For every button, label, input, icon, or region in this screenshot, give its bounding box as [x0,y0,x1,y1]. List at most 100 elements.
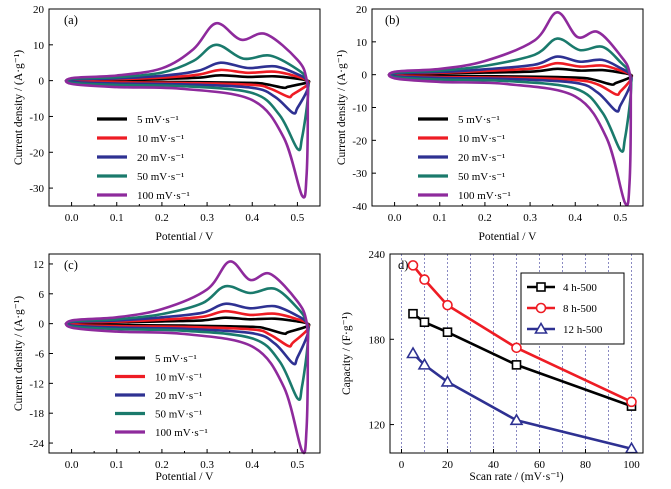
legend: 5 mV·s⁻¹ 10 mV·s⁻¹ 20 mV·s⁻¹ 50 mV·s⁻¹ 100 m… [115,353,208,439]
cv-curve-5 [64,21,310,199]
capacity-point-2 [626,396,637,408]
y-tick-label: 120 [369,420,386,432]
y-tick-label: 180 [369,334,386,346]
panel-label: (a) [64,13,78,27]
x-tick-label: 0.5 [291,459,305,471]
y-tick-label: 10 [356,37,368,49]
y-tick-label: 20 [356,4,368,16]
x-tick-label: 0.0 [65,212,79,224]
legend-label-3: 20 mV·s⁻¹ [458,152,505,164]
x-tick-label: 0.0 [65,459,79,471]
x-tick-label: 0 [399,459,405,471]
legend-label-5: 100 mV·s⁻¹ [137,190,190,202]
legend: 5 mV·s⁻¹ 10 mV·s⁻¹ 20 mV·s⁻¹ 50 mV·s⁻¹ 100 m… [418,114,511,202]
x-tick-label: 0.3 [523,212,537,224]
x-tick-label: 0.1 [110,212,124,224]
legend-label-5: 100 mV·s⁻¹ [155,427,208,439]
x-axis-label: Potential / V [479,231,538,243]
legend-label-2: 10 mV·s⁻¹ [155,372,202,384]
plot-frame-2 [48,253,321,454]
capacity-point-3 [417,357,432,370]
y-tick-label: -40 [352,201,367,213]
y-tick-label: 0 [39,319,45,331]
legend-marker-2 [535,302,547,314]
legend-label-4: 50 mV·s⁻¹ [137,171,184,183]
cv-curve-5 [387,11,633,207]
legend-label-3: 12 h-500 [563,324,603,336]
x-tick-label: 100 [623,459,640,471]
capacity-point-2 [419,274,430,285]
y-tick-label: -30 [29,183,44,195]
x-tick-label: 0.5 [614,212,628,224]
legend-label-1: 4 h-500 [563,282,597,294]
legend-marker-1 [536,282,546,292]
x-axis-label: Potential / V [156,471,215,483]
x-tick-label: 0.2 [478,212,492,224]
legend: 5 mV·s⁻¹ 10 mV·s⁻¹ 20 mV·s⁻¹ 50 mV·s⁻¹ 100 m… [97,114,190,202]
legend-label-2: 8 h-500 [563,303,597,315]
capacity-point-1 [511,360,522,370]
plot-frame-3 [389,253,644,454]
x-tick-label: 0.1 [110,459,124,471]
plot-frame-0 [48,8,321,207]
legend-label-4: 50 mV·s⁻¹ [458,171,505,183]
panel-label: (c) [64,258,78,272]
panel-3: 0 20 40 60 80 100 240 180 120 Scan rate / (mV·s⁻¹… [341,249,640,483]
legend-label-2: 10 mV·s⁻¹ [137,133,184,145]
x-tick-label: 0.4 [245,212,259,224]
capacity-point-1 [442,327,453,337]
x-axis-label: Scan rate / (mV·s⁻¹) [469,471,563,483]
y-tick-label: -12 [29,378,44,390]
legend-label-3: 20 mV·s⁻¹ [155,390,202,402]
y-axis-label: Capacity / (F·g⁻¹) [341,312,353,395]
legend-label-3: 20 mV·s⁻¹ [137,152,184,164]
x-tick-label: 80 [580,459,592,471]
x-tick-label: 60 [534,459,546,471]
capacity-point-2 [511,342,522,354]
cv-curve-4 [64,43,310,152]
legend-label-2: 10 mV·s⁻¹ [458,133,505,145]
panel-label: (b) [385,13,400,27]
y-tick-label: -10 [352,103,367,115]
capacity-point-2 [442,299,453,311]
plot-frame-1 [371,8,644,207]
y-tick-label: 6 [39,289,45,301]
panel-label: d) [398,258,408,272]
legend-label-4: 50 mV·s⁻¹ [155,409,202,421]
legend-label-1: 5 mV·s⁻¹ [137,114,179,126]
y-tick-label: 0 [362,70,368,82]
panel-2: 0.0 0.1 0.2 0.3 0.4 0.5 12 6 0 -6 -12 -18 -24 Potenti… [13,258,321,483]
y-axis-label: Current density / (A·g⁻¹) [336,50,348,165]
x-tick-label: 40 [488,459,500,471]
capacity-point-3 [406,346,420,359]
legend-label-1: 5 mV·s⁻¹ [458,114,500,126]
y-tick-label: 10 [33,40,45,52]
y-tick-label: -18 [29,408,44,420]
panel-1: 0.0 0.1 0.2 0.3 0.4 0.5 20 10 0 -10 -20 -30 -40 Poten… [336,4,644,243]
panel-0: 0.0 0.1 0.2 0.3 0.4 0.5 20 10 0 -10 -20 -30 Potentia… [13,4,321,243]
y-tick-label: 20 [33,4,45,16]
y-tick-label: -30 [352,168,367,180]
y-tick-label: -24 [29,438,44,450]
capacity-point-1 [419,317,430,328]
x-tick-label: 20 [442,459,454,471]
y-axis-label: Current density / (A·g⁻¹) [13,296,25,411]
x-tick-label: 0.2 [155,212,169,224]
x-tick-label: 0.0 [388,212,402,224]
cv-curve-4 [387,37,633,153]
y-tick-label: -20 [352,135,367,147]
capacity-point-1 [408,308,418,319]
y-tick-label: 0 [39,76,45,88]
x-tick-label: 0.1 [433,212,447,224]
capacity-point-3 [509,413,524,426]
y-tick-label: -6 [35,349,45,361]
capacity-point-2 [407,260,419,271]
x-tick-label: 0.2 [155,459,169,471]
y-axis-label: Current density / (A·g⁻¹) [13,50,25,165]
x-tick-label: 0.5 [291,212,305,224]
capacity-point-3 [440,374,455,387]
x-axis-label: Potential / V [156,231,215,243]
legend-marker-3 [534,321,548,334]
x-tick-label: 0.4 [245,459,259,471]
y-tick-label: -20 [29,147,44,159]
